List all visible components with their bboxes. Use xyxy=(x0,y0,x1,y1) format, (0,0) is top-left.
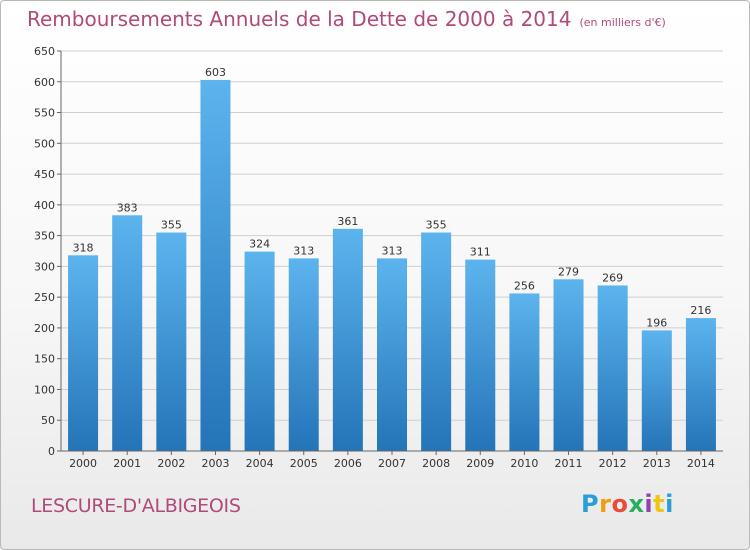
y-tick-label: 300 xyxy=(34,260,55,273)
logo-letter: r xyxy=(599,490,612,518)
value-label-2011: 279 xyxy=(558,265,579,278)
value-label-2013: 196 xyxy=(646,316,667,329)
value-label-2005: 313 xyxy=(293,244,314,257)
bar-2002 xyxy=(156,232,187,451)
bars xyxy=(68,79,716,451)
y-tick-label: 500 xyxy=(34,137,55,150)
bar-2003 xyxy=(200,79,231,451)
bar-2005 xyxy=(288,258,319,451)
bar-2011 xyxy=(553,279,584,451)
x-tick-label: 2007 xyxy=(378,457,406,470)
bar-2014 xyxy=(685,318,716,451)
x-tick-label: 2003 xyxy=(201,457,229,470)
chart-unit-note: (en milliers d'€) xyxy=(579,16,666,29)
y-tick-label: 450 xyxy=(34,168,55,181)
x-tick-label: 2008 xyxy=(422,457,450,470)
x-tick-label: 2014 xyxy=(687,457,715,470)
bar-2010 xyxy=(509,293,540,451)
x-tick-label: 2013 xyxy=(643,457,671,470)
y-tick-label: 250 xyxy=(34,291,55,304)
y-tick-label: 550 xyxy=(34,107,55,120)
y-tick-label: 600 xyxy=(34,76,55,89)
y-tick-label: 100 xyxy=(34,383,55,396)
y-tick-label: 650 xyxy=(34,45,55,58)
proxiti-logo: Proxiti xyxy=(581,490,674,518)
x-tick-label: 2001 xyxy=(113,457,141,470)
value-label-2003: 603 xyxy=(205,66,226,79)
y-tick-label: 50 xyxy=(41,414,55,427)
value-label-2007: 313 xyxy=(382,244,403,257)
axes xyxy=(57,50,723,455)
value-label-2004: 324 xyxy=(249,238,270,251)
value-label-2002: 355 xyxy=(161,219,182,232)
logo-letter: t xyxy=(653,490,666,518)
x-tick-label: 2002 xyxy=(157,457,185,470)
value-label-2009: 311 xyxy=(470,246,491,259)
y-tick-label: 0 xyxy=(48,445,55,458)
bar-2000 xyxy=(68,255,99,451)
chart-title: Remboursements Annuels de la Dette de 20… xyxy=(27,7,666,31)
value-label-2001: 383 xyxy=(117,201,138,214)
x-tick-label: 2000 xyxy=(69,457,97,470)
bar-2007 xyxy=(376,258,408,451)
value-label-2012: 269 xyxy=(602,271,623,284)
bar-2008 xyxy=(421,232,452,451)
logo-letter: o xyxy=(611,490,629,518)
bar-2004 xyxy=(244,251,275,451)
labels: 0 50 100 150 200 250 300 350 400 450 500 550 600 650 3… xyxy=(34,45,715,470)
bar-2013 xyxy=(641,330,672,451)
logo-letter: i xyxy=(665,490,674,518)
bar-2009 xyxy=(465,259,496,451)
logo-letter: P xyxy=(581,490,600,518)
logo-letter: x xyxy=(628,490,645,518)
x-tick-label: 2011 xyxy=(555,457,583,470)
bar-2001 xyxy=(112,215,143,451)
x-tick-label: 2010 xyxy=(510,457,538,470)
x-tick-label: 2005 xyxy=(290,457,318,470)
y-tick-label: 200 xyxy=(34,322,55,335)
x-tick-label: 2012 xyxy=(599,457,627,470)
value-label-2006: 361 xyxy=(337,215,358,228)
logo-letter: i xyxy=(644,490,654,518)
x-tick-label: 2006 xyxy=(334,457,362,470)
chart-title-text: Remboursements Annuels de la Dette de 20… xyxy=(27,7,572,31)
bar-2012 xyxy=(597,285,628,451)
x-tick-label: 2004 xyxy=(246,457,274,470)
commune-name: LESCURE-D'ALBIGEOIS xyxy=(31,495,241,517)
value-label-2010: 256 xyxy=(514,279,535,292)
value-label-2008: 355 xyxy=(426,219,447,232)
y-tick-label: 400 xyxy=(34,199,55,212)
value-label-2014: 216 xyxy=(690,304,711,317)
y-tick-label: 150 xyxy=(34,353,55,366)
value-label-2000: 318 xyxy=(73,241,94,254)
bar-2006 xyxy=(332,228,363,451)
y-tick-label: 350 xyxy=(34,230,55,243)
x-tick-label: 2009 xyxy=(466,457,494,470)
